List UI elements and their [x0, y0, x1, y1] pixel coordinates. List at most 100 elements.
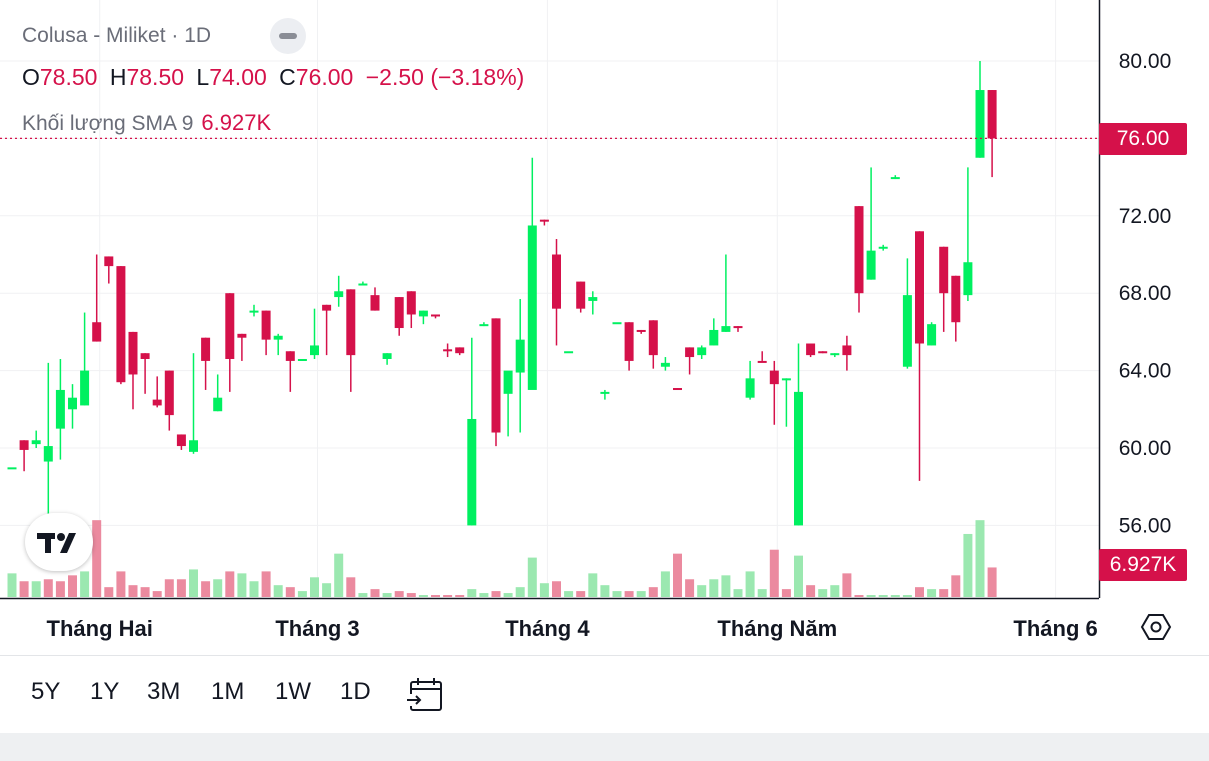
candle [128, 331, 138, 410]
volume-bar [685, 579, 695, 597]
calendar-arrow-icon[interactable] [405, 674, 445, 719]
candle [527, 157, 537, 390]
candle-body [273, 335, 283, 340]
candle-body [927, 324, 937, 346]
volume-bar [987, 567, 997, 597]
candlestick-chart[interactable]: 80.00 72.00 68.00 64.00 60.00 56.00 Tháng Hai T… [0, 0, 1209, 655]
candle [261, 310, 271, 356]
candle [866, 167, 876, 280]
candle-body [600, 391, 610, 394]
volume-bar [382, 593, 392, 597]
candle [685, 347, 695, 375]
candle [394, 297, 404, 336]
candle [31, 430, 41, 448]
volume-bar [249, 581, 259, 597]
candle-body [201, 337, 211, 361]
volume-bar [963, 533, 973, 597]
timeframe-toolbar: 5Y 1Y 3M 1M 1W 1D [0, 655, 1209, 733]
volume-bar [358, 593, 368, 597]
candle [358, 281, 368, 286]
candle [612, 322, 622, 325]
volume-bar [939, 589, 949, 597]
volume-bar [527, 557, 537, 597]
candle [769, 360, 779, 425]
volume-bar [418, 595, 428, 597]
tradingview-logo-icon[interactable] [25, 513, 93, 571]
y-tick-label: 72.00 [1119, 205, 1172, 228]
candle-body [479, 324, 489, 327]
timeframe-3m-button[interactable]: 3M [147, 678, 181, 705]
candle-body [733, 326, 743, 329]
volume-layer [7, 520, 997, 597]
volume-bar [842, 573, 852, 597]
last-volume-tag: 6.927K [1099, 549, 1187, 581]
grid-layer [0, 0, 1099, 598]
candle [890, 175, 900, 180]
candle-body [310, 345, 319, 356]
candle-body [939, 246, 949, 294]
volume-bar [273, 585, 283, 597]
volume-bar [927, 589, 937, 597]
collapse-legend-button[interactable] [270, 18, 306, 54]
volume-bar [660, 571, 670, 597]
candle-body [660, 362, 670, 367]
timeframe-5y-button[interactable]: 5Y [31, 678, 61, 705]
candle-body [915, 231, 924, 344]
timeframe-1w-button[interactable]: 1W [275, 678, 311, 705]
candle-body [673, 388, 682, 391]
last-price-tag: 76.00 [1099, 123, 1187, 155]
volume-bar [116, 571, 126, 597]
candle-body [854, 206, 864, 294]
volume-bar [176, 579, 186, 597]
candle [249, 304, 259, 317]
volume-value: 6.927K [201, 110, 272, 135]
volume-bar [503, 593, 513, 597]
candle [636, 329, 646, 334]
candle-body [709, 329, 719, 346]
candle [854, 206, 864, 313]
candle-body [757, 360, 767, 363]
candle-body [769, 370, 779, 385]
volume-bar [806, 585, 816, 597]
volume-bar [539, 583, 549, 597]
volume-bar [285, 587, 295, 597]
candle [201, 337, 211, 390]
hexagon-gear-icon[interactable] [1140, 611, 1172, 648]
volume-bar [564, 591, 574, 597]
y-tick-label: 56.00 [1119, 514, 1172, 537]
candle-body [261, 310, 271, 340]
volume-bar [92, 520, 102, 597]
candle-body [297, 358, 307, 361]
timeframe-1d-button[interactable]: 1D [340, 678, 371, 705]
timeframe-1m-button[interactable]: 1M [211, 678, 245, 705]
volume-bar [818, 589, 828, 597]
candle [237, 333, 247, 361]
volume-bar [697, 585, 707, 597]
candle-body [431, 314, 440, 317]
candle [987, 90, 997, 178]
candle-body [152, 399, 162, 406]
volume-label: Khối lượng SMA 9 [22, 112, 194, 135]
candle [443, 343, 453, 358]
x-tick-label: Tháng 3 [275, 616, 359, 641]
volume-bar [80, 571, 90, 597]
close-label: C [279, 64, 296, 90]
candle [794, 343, 803, 526]
candle-body [443, 349, 453, 352]
candle-body [358, 283, 368, 286]
candle-body [818, 351, 828, 354]
candle [842, 335, 852, 371]
candle [310, 308, 319, 359]
candle-body [890, 177, 900, 180]
volume-bar [140, 587, 150, 597]
symbol-title[interactable]: Colusa - Miliket · 1D [22, 24, 212, 47]
candle-body [467, 418, 477, 526]
y-tick-label: 80.00 [1119, 50, 1172, 73]
volume-legend[interactable]: Khối lượng SMA 9 6.927K [22, 110, 271, 136]
candle [963, 167, 973, 301]
candle-body [963, 262, 973, 296]
candle [757, 351, 767, 363]
candle [830, 353, 840, 358]
candle [92, 254, 102, 342]
timeframe-1y-button[interactable]: 1Y [90, 678, 120, 705]
